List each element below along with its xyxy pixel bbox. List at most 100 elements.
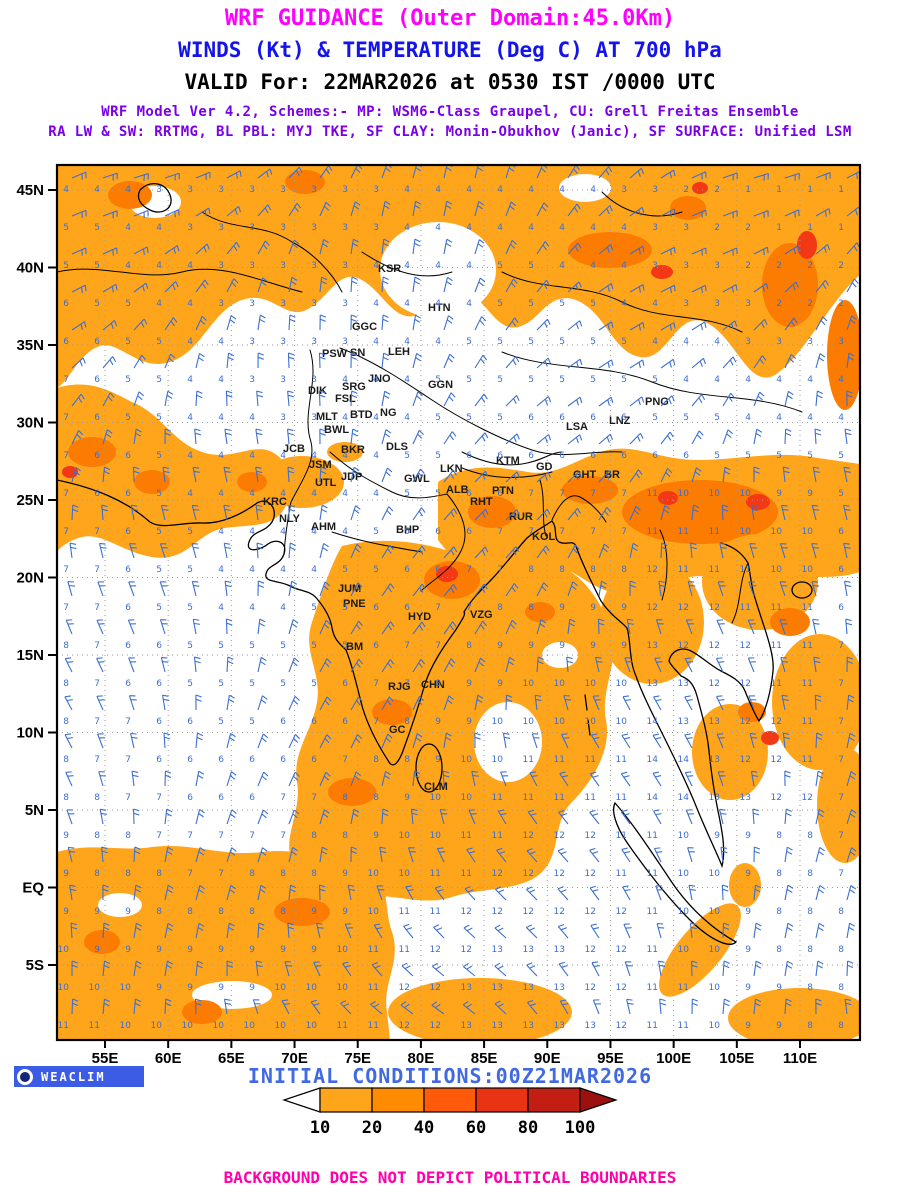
svg-text:8: 8 bbox=[559, 565, 565, 575]
svg-text:10: 10 bbox=[709, 1021, 721, 1031]
svg-text:14: 14 bbox=[647, 755, 659, 765]
svg-text:8: 8 bbox=[373, 755, 379, 765]
station-label: AHM bbox=[311, 521, 336, 533]
svg-text:5: 5 bbox=[590, 337, 596, 347]
svg-text:8: 8 bbox=[776, 831, 782, 841]
svg-text:10: 10 bbox=[306, 983, 318, 993]
lon-axis-label: 100E bbox=[656, 1050, 691, 1067]
svg-text:12: 12 bbox=[430, 945, 441, 955]
svg-text:4: 4 bbox=[187, 261, 193, 271]
svg-text:13: 13 bbox=[492, 1021, 503, 1031]
svg-text:8: 8 bbox=[497, 603, 503, 613]
svg-text:9: 9 bbox=[311, 907, 317, 917]
svg-text:4: 4 bbox=[187, 299, 193, 309]
svg-text:4: 4 bbox=[218, 527, 224, 537]
svg-text:6: 6 bbox=[590, 451, 596, 461]
svg-text:10: 10 bbox=[368, 907, 380, 917]
svg-text:7: 7 bbox=[311, 793, 317, 803]
svg-text:10: 10 bbox=[275, 983, 287, 993]
svg-text:5: 5 bbox=[652, 413, 658, 423]
svg-text:11: 11 bbox=[461, 831, 472, 841]
svg-text:12: 12 bbox=[492, 869, 503, 879]
svg-text:9: 9 bbox=[745, 945, 751, 955]
svg-text:7: 7 bbox=[373, 679, 379, 689]
svg-text:11: 11 bbox=[647, 983, 658, 993]
svg-text:6: 6 bbox=[125, 489, 131, 499]
svg-text:11: 11 bbox=[771, 603, 782, 613]
svg-text:10: 10 bbox=[182, 1021, 194, 1031]
svg-text:4: 4 bbox=[187, 489, 193, 499]
svg-text:12: 12 bbox=[616, 1021, 627, 1031]
svg-text:11: 11 bbox=[678, 565, 689, 575]
legend-value: 80 bbox=[518, 1118, 538, 1138]
svg-text:5: 5 bbox=[590, 299, 596, 309]
svg-text:6: 6 bbox=[156, 755, 162, 765]
svg-text:5: 5 bbox=[311, 679, 317, 689]
svg-text:13: 13 bbox=[647, 679, 658, 689]
svg-text:11: 11 bbox=[802, 679, 813, 689]
svg-text:5: 5 bbox=[559, 337, 565, 347]
svg-text:13: 13 bbox=[678, 717, 689, 727]
svg-text:9: 9 bbox=[776, 489, 782, 499]
axis-layer: 45N 40N 35N 30N 25N 20N 15N 10N 5N EQ 5S 55E 60E 65E 7… bbox=[16, 182, 817, 1067]
svg-text:6: 6 bbox=[187, 755, 193, 765]
svg-text:10: 10 bbox=[709, 983, 721, 993]
svg-text:5: 5 bbox=[94, 223, 100, 233]
svg-text:9: 9 bbox=[745, 831, 751, 841]
svg-text:4: 4 bbox=[373, 489, 379, 499]
page-title: WRF GUIDANCE (Outer Domain:45.0Km) bbox=[224, 6, 676, 31]
svg-text:7: 7 bbox=[249, 831, 255, 841]
svg-text:3: 3 bbox=[311, 299, 317, 309]
svg-text:3: 3 bbox=[683, 261, 689, 271]
svg-text:3: 3 bbox=[249, 223, 255, 233]
svg-text:11: 11 bbox=[771, 641, 782, 651]
svg-text:7: 7 bbox=[187, 869, 193, 879]
svg-text:12: 12 bbox=[740, 717, 751, 727]
svg-text:4: 4 bbox=[280, 489, 286, 499]
svg-text:3: 3 bbox=[342, 185, 348, 195]
svg-text:4: 4 bbox=[218, 489, 224, 499]
svg-text:6: 6 bbox=[63, 337, 69, 347]
svg-text:5: 5 bbox=[63, 261, 69, 271]
svg-text:12: 12 bbox=[709, 679, 720, 689]
svg-text:7: 7 bbox=[590, 527, 596, 537]
svg-text:1: 1 bbox=[745, 185, 751, 195]
svg-text:9: 9 bbox=[745, 869, 751, 879]
svg-text:3: 3 bbox=[311, 261, 317, 271]
svg-text:11: 11 bbox=[554, 793, 565, 803]
svg-text:4: 4 bbox=[125, 223, 131, 233]
svg-text:4: 4 bbox=[404, 337, 410, 347]
svg-text:9: 9 bbox=[590, 641, 596, 651]
svg-text:10: 10 bbox=[89, 983, 101, 993]
lon-axis-label: 105E bbox=[719, 1050, 754, 1067]
svg-text:3: 3 bbox=[714, 299, 720, 309]
svg-text:7: 7 bbox=[280, 831, 286, 841]
svg-text:6: 6 bbox=[404, 603, 410, 613]
svg-text:6: 6 bbox=[621, 413, 627, 423]
svg-text:5: 5 bbox=[838, 451, 844, 461]
svg-text:8: 8 bbox=[63, 717, 69, 727]
svg-text:9: 9 bbox=[559, 641, 565, 651]
lat-axis-label: 35N bbox=[16, 337, 44, 354]
svg-text:7: 7 bbox=[838, 793, 844, 803]
svg-text:11: 11 bbox=[337, 1021, 348, 1031]
station-label: MLT bbox=[316, 411, 338, 423]
svg-text:5: 5 bbox=[497, 413, 503, 423]
svg-text:4: 4 bbox=[776, 413, 782, 423]
legend-value: 60 bbox=[466, 1118, 486, 1138]
lat-axis-label: 10N bbox=[16, 725, 44, 742]
svg-text:6: 6 bbox=[466, 489, 472, 499]
svg-text:13: 13 bbox=[523, 983, 534, 993]
svg-text:3: 3 bbox=[249, 185, 255, 195]
svg-text:10: 10 bbox=[337, 983, 349, 993]
svg-text:13: 13 bbox=[523, 1021, 534, 1031]
svg-text:4: 4 bbox=[466, 261, 472, 271]
svg-text:11: 11 bbox=[368, 1021, 379, 1031]
color-legend: 10 20 40 60 80 100 bbox=[0, 1086, 900, 1138]
svg-text:11: 11 bbox=[368, 945, 379, 955]
svg-text:6: 6 bbox=[156, 717, 162, 727]
svg-text:4: 4 bbox=[311, 451, 317, 461]
svg-text:5: 5 bbox=[745, 451, 751, 461]
svg-text:5: 5 bbox=[404, 451, 410, 461]
svg-text:6: 6 bbox=[621, 451, 627, 461]
